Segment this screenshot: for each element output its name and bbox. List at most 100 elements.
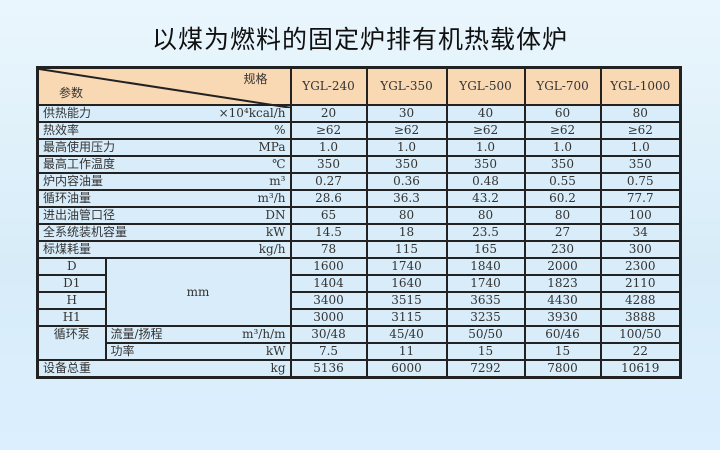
unit: kg/h (258, 242, 286, 256)
value-cell: 7.5 (289, 342, 368, 361)
param-cell: 热效率% (36, 121, 292, 140)
table-row: 全系统装机容量 kW 14.5 18 23.5 27 34 (36, 223, 682, 242)
value-cell: 1840 (445, 257, 526, 276)
value-cell: 350 (523, 155, 602, 174)
value-cell: 3000 (289, 308, 368, 327)
value-cell: 3515 (365, 291, 448, 310)
value-cell: 0.75 (599, 172, 682, 191)
value-cell: 28.6 (289, 189, 368, 208)
model-header: YGL-500 (445, 66, 526, 106)
param-cell: 进出油管口径 DN (36, 206, 292, 225)
param-name: 供热能力 (43, 106, 92, 120)
model-header: YGL-240 (289, 66, 368, 106)
table-row: 炉内容油量 m³ 0.27 0.36 0.48 0.55 0.75 (36, 172, 682, 191)
param-name: 最高使用压力 (43, 140, 116, 154)
pump-param-cell: 功率 kW (104, 342, 292, 361)
value-cell: 350 (289, 155, 368, 174)
value-cell: 27 (523, 223, 602, 242)
unit: kg (270, 361, 286, 375)
value-cell: 3635 (445, 291, 526, 310)
value-cell: 23.5 (445, 223, 526, 242)
param-name: 功率 (110, 344, 135, 358)
value-cell: 36.3 (365, 189, 448, 208)
diagonal-line (39, 69, 292, 108)
value-cell: 1740 (365, 257, 448, 276)
model-header: YGL-350 (365, 66, 448, 106)
value-cell: 2000 (523, 257, 602, 276)
value-cell: 1823 (523, 274, 602, 293)
value-cell: 3930 (523, 308, 602, 327)
value-cell: 10619 (599, 359, 682, 379)
value-cell: ≥62 (523, 121, 602, 140)
unit: kW (265, 225, 286, 239)
unit: kW (265, 344, 286, 358)
spec-label: 规格 (243, 72, 268, 86)
value-cell: ≥62 (365, 121, 448, 140)
model-header: YGL-700 (523, 66, 602, 106)
unit: m³/h/m (242, 327, 286, 341)
value-cell: 350 (365, 155, 448, 174)
value-cell: 80 (445, 206, 526, 225)
value-cell: ≥62 (445, 121, 526, 140)
param-name: 全系统装机容量 (43, 225, 128, 239)
value-cell: 6000 (365, 359, 448, 379)
value-cell: 7292 (445, 359, 526, 379)
value-cell: 1404 (289, 274, 368, 293)
value-cell: 22 (599, 342, 682, 361)
dim-label: D (36, 257, 107, 276)
spec-table: 规格 参数 YGL-240 YGL-350 YGL-500 YGL-700 YGL-10… (36, 66, 682, 379)
value-cell: 77.7 (599, 189, 682, 208)
param-name: 标煤耗量 (43, 242, 92, 256)
value-cell: 350 (445, 155, 526, 174)
param-name: 热效率 (43, 123, 80, 137)
param-cell: 全系统装机容量 kW (36, 223, 292, 242)
value-cell: 1.0 (599, 138, 682, 157)
value-cell: 34 (599, 223, 682, 242)
unit: m³/h (257, 191, 286, 205)
value-cell: 30 (365, 104, 448, 123)
value-cell: 100 (599, 206, 682, 225)
value-cell: 40 (445, 104, 526, 123)
param-cell: 设备总重 kg (36, 359, 292, 379)
table-row: 功率 kW 7.5 11 15 15 22 (38, 342, 682, 361)
value-cell: 65 (289, 206, 368, 225)
pump-label: 循环泵 (36, 325, 107, 361)
param-name: 炉内容油量 (43, 174, 104, 188)
value-cell: 0.55 (523, 172, 602, 191)
dim-label: H (36, 291, 107, 310)
param-cell: 供热能力 ×10⁴kcal/h (36, 104, 292, 123)
value-cell: 18 (365, 223, 448, 242)
value-cell: 230 (523, 240, 602, 259)
table-row: 进出油管口径 DN 65 80 80 80 100 (36, 206, 682, 225)
value-cell: 60.2 (523, 189, 602, 208)
param-cell: 标煤耗量 kg/h (36, 240, 292, 259)
value-cell: 1.0 (365, 138, 448, 157)
table-row: H1 3000 3115 3235 3930 3888 (36, 308, 682, 327)
unit: m³ (269, 174, 286, 188)
value-cell: ≥62 (599, 121, 682, 140)
page-title: 以煤为燃料的固定炉排有机热载体炉 (151, 25, 568, 54)
value-cell: 15 (523, 342, 602, 361)
value-cell: 14.5 (289, 223, 368, 242)
table-row: H 3400 3515 3635 4430 4288 (36, 291, 682, 310)
value-cell: 45/40 (365, 325, 448, 344)
param-name: 流量/扬程 (110, 327, 163, 341)
param-name: 循环油量 (43, 191, 92, 205)
value-cell: 30/48 (289, 325, 368, 344)
header-row: 规格 参数 YGL-240 YGL-350 YGL-500 YGL-700 YGL-10… (36, 66, 682, 108)
value-cell: 15 (445, 342, 526, 361)
value-cell: 1.0 (523, 138, 602, 157)
value-cell: 4288 (599, 291, 682, 310)
param-cell: 炉内容油量 m³ (36, 172, 292, 191)
table-row: 最高使用压力 MPa 1.0 1.0 1.0 1.0 1.0 (36, 138, 682, 157)
value-cell: 1.0 (289, 138, 368, 157)
diagonal-header-cell: 规格 参数 (36, 66, 292, 108)
table-row: 循环油量 m³/h 28.6 36.3 43.2 60.2 77.7 (36, 189, 682, 208)
unit: % (274, 123, 286, 137)
value-cell: 165 (445, 240, 526, 259)
table-row: 标煤耗量 kg/h 78 115 165 230 300 (36, 240, 682, 259)
dim-label: H1 (36, 308, 107, 327)
value-cell: 50/50 (445, 325, 526, 344)
value-cell: 2300 (599, 257, 682, 276)
unit: ℃ (272, 157, 286, 171)
